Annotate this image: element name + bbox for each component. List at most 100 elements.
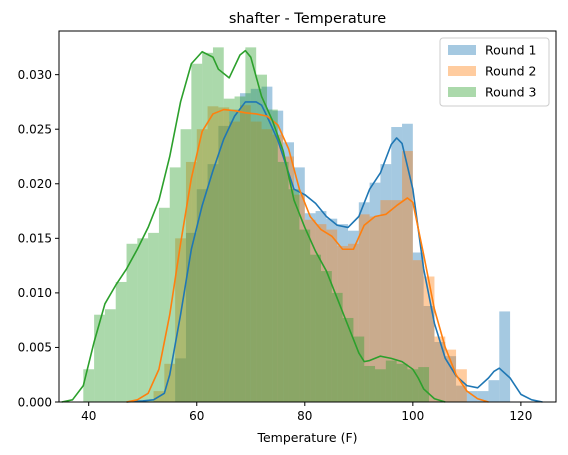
bar-series-2-bin-24 <box>412 260 424 402</box>
y-tick-label: 0.025 <box>18 123 52 137</box>
bar-series-2-bin-20 <box>369 216 381 402</box>
bar-series-3-bin-1 <box>94 314 105 402</box>
bar-series-1-bin-0 <box>175 358 186 402</box>
bar-series-2-bin-16 <box>326 229 338 402</box>
bar-series-3-bin-6 <box>148 232 159 402</box>
bar-series-3-bin-4 <box>126 243 138 402</box>
bar-series-3-bin-8 <box>169 167 181 402</box>
y-tick-label: 0.015 <box>18 232 52 246</box>
chart-title: shafter - Temperature <box>229 11 386 27</box>
y-axis: 0.000 0.005 0.010 0.015 0.020 0.025 0.030 <box>18 68 59 409</box>
bar-series-3-bin-20 <box>299 229 311 402</box>
bar-series-1-bin-16 <box>348 230 359 402</box>
y-tick-label: 0.030 <box>18 68 52 82</box>
bar-series-3-bin-25 <box>353 336 365 402</box>
bar-series-3-bin-13 <box>223 98 235 403</box>
bar-series-1-bin-21 <box>402 123 413 402</box>
bar-series-3-bin-30 <box>407 369 419 402</box>
bar-series-3-bin-17 <box>266 109 278 402</box>
y-tick-label: 0.000 <box>18 395 52 409</box>
bar-series-1-bin-1 <box>185 232 197 402</box>
x-tick-label: 40 <box>81 409 96 423</box>
bar-series-1-bin-5 <box>229 109 240 402</box>
legend-swatch-series-3 <box>448 87 476 97</box>
bar-series-2-bin-25 <box>423 276 435 402</box>
bar-series-1-bin-26 <box>456 385 467 402</box>
bar-series-2-bin-19 <box>358 214 370 402</box>
bar-series-2-bin-17 <box>337 245 349 402</box>
x-tick-label: 120 <box>509 409 532 423</box>
bar-series-1-bin-3 <box>207 164 219 402</box>
bar-series-3-bin-2 <box>104 309 116 402</box>
bar-series-2-bin-14 <box>304 219 316 402</box>
kde-line-series-1 <box>126 101 543 403</box>
bar-series-1-bin-12 <box>304 213 316 402</box>
bar-series-1-bin-14 <box>326 218 338 402</box>
legend-swatch-series-2 <box>448 66 476 76</box>
bar-series-2-bin-5 <box>207 106 219 402</box>
bar-series-2-bin-8 <box>239 105 251 402</box>
x-tick-label: 80 <box>297 409 312 423</box>
bar-series-3-bin-11 <box>202 52 213 402</box>
bar-series-2-bin-6 <box>218 107 230 402</box>
bar-series-3-bin-27 <box>375 369 386 402</box>
x-axis: 40 60 80 100 120 <box>81 402 532 423</box>
bar-series-3-bin-22 <box>321 271 332 402</box>
bar-series-2-bin-2 <box>175 238 186 402</box>
bar-series-1-bin-23 <box>423 305 435 402</box>
bar-series-3-bin-7 <box>158 207 170 402</box>
bar-series-1-bin-2 <box>196 189 208 402</box>
bar-series-2-bin-7 <box>229 121 240 402</box>
bar-series-2-bin-26 <box>434 336 446 402</box>
bar-series-2-bin-10 <box>261 129 273 402</box>
kde-line-series-2 <box>126 108 489 403</box>
x-tick-label: 100 <box>401 409 424 423</box>
x-tick-label: 60 <box>189 409 204 423</box>
bar-series-3-bin-26 <box>364 365 376 402</box>
bar-series-1-bin-19 <box>380 164 392 402</box>
legend: Round 1 Round 2 Round 3 <box>439 37 550 107</box>
legend-label-series-1: Round 1 <box>485 43 536 58</box>
bar-series-3-bin-28 <box>385 360 397 402</box>
bar-series-3-bin-15 <box>245 47 257 403</box>
bar-series-2-bin-15 <box>315 224 327 402</box>
bar-series-2-bin-12 <box>283 156 294 402</box>
y-tick-label: 0.020 <box>18 177 52 191</box>
bar-series-2-bin-22 <box>391 200 403 402</box>
bar-series-1-bin-10 <box>283 142 294 403</box>
bar-series-2-bin-27 <box>445 349 457 402</box>
bar-series-1-bin-20 <box>391 127 403 403</box>
legend-label-series-2: Round 2 <box>485 64 536 79</box>
bar-series-1-bin-9 <box>272 110 284 402</box>
bar-series-3-bin-21 <box>310 254 321 402</box>
bar-series-2-bin-18 <box>348 243 359 402</box>
bar-series-2-bin-4 <box>196 129 208 402</box>
bar-series-3-bin-10 <box>191 63 203 403</box>
y-tick-label: 0.010 <box>18 286 52 300</box>
bar-series-2-bin-21 <box>380 200 392 402</box>
bar-series-1-bin-27 <box>466 391 478 402</box>
bar-series-2-bin-9 <box>250 121 262 402</box>
bar-series-1-bin-13 <box>315 211 327 402</box>
bar-series-3-bin-24 <box>342 317 354 402</box>
bar-series-3-bin-12 <box>212 47 224 403</box>
x-axis-label: Temperature (F) <box>256 430 357 445</box>
bar-series-1-bin-28 <box>477 391 489 402</box>
bar-series-3-bin-14 <box>234 96 246 402</box>
bar-series-2-bin-23 <box>402 151 413 402</box>
bar-series-1-bin-25 <box>445 356 457 402</box>
kde-line-series-3 <box>61 49 446 403</box>
bar-series-1-bin-7 <box>250 88 262 402</box>
bar-series-1-bin-22 <box>412 252 424 402</box>
bar-series-1-bin-30 <box>499 311 511 402</box>
bar-series-3-bin-23 <box>331 292 343 402</box>
histogram-bars <box>83 47 511 403</box>
bar-series-2-bin-13 <box>293 194 305 402</box>
bar-series-1-bin-11 <box>293 167 305 402</box>
bar-series-1-bin-8 <box>261 86 273 403</box>
bar-series-2-bin-11 <box>272 134 284 402</box>
bar-series-1-bin-17 <box>358 202 370 402</box>
plot-frame <box>58 30 557 403</box>
bar-series-3-bin-16 <box>256 74 267 403</box>
